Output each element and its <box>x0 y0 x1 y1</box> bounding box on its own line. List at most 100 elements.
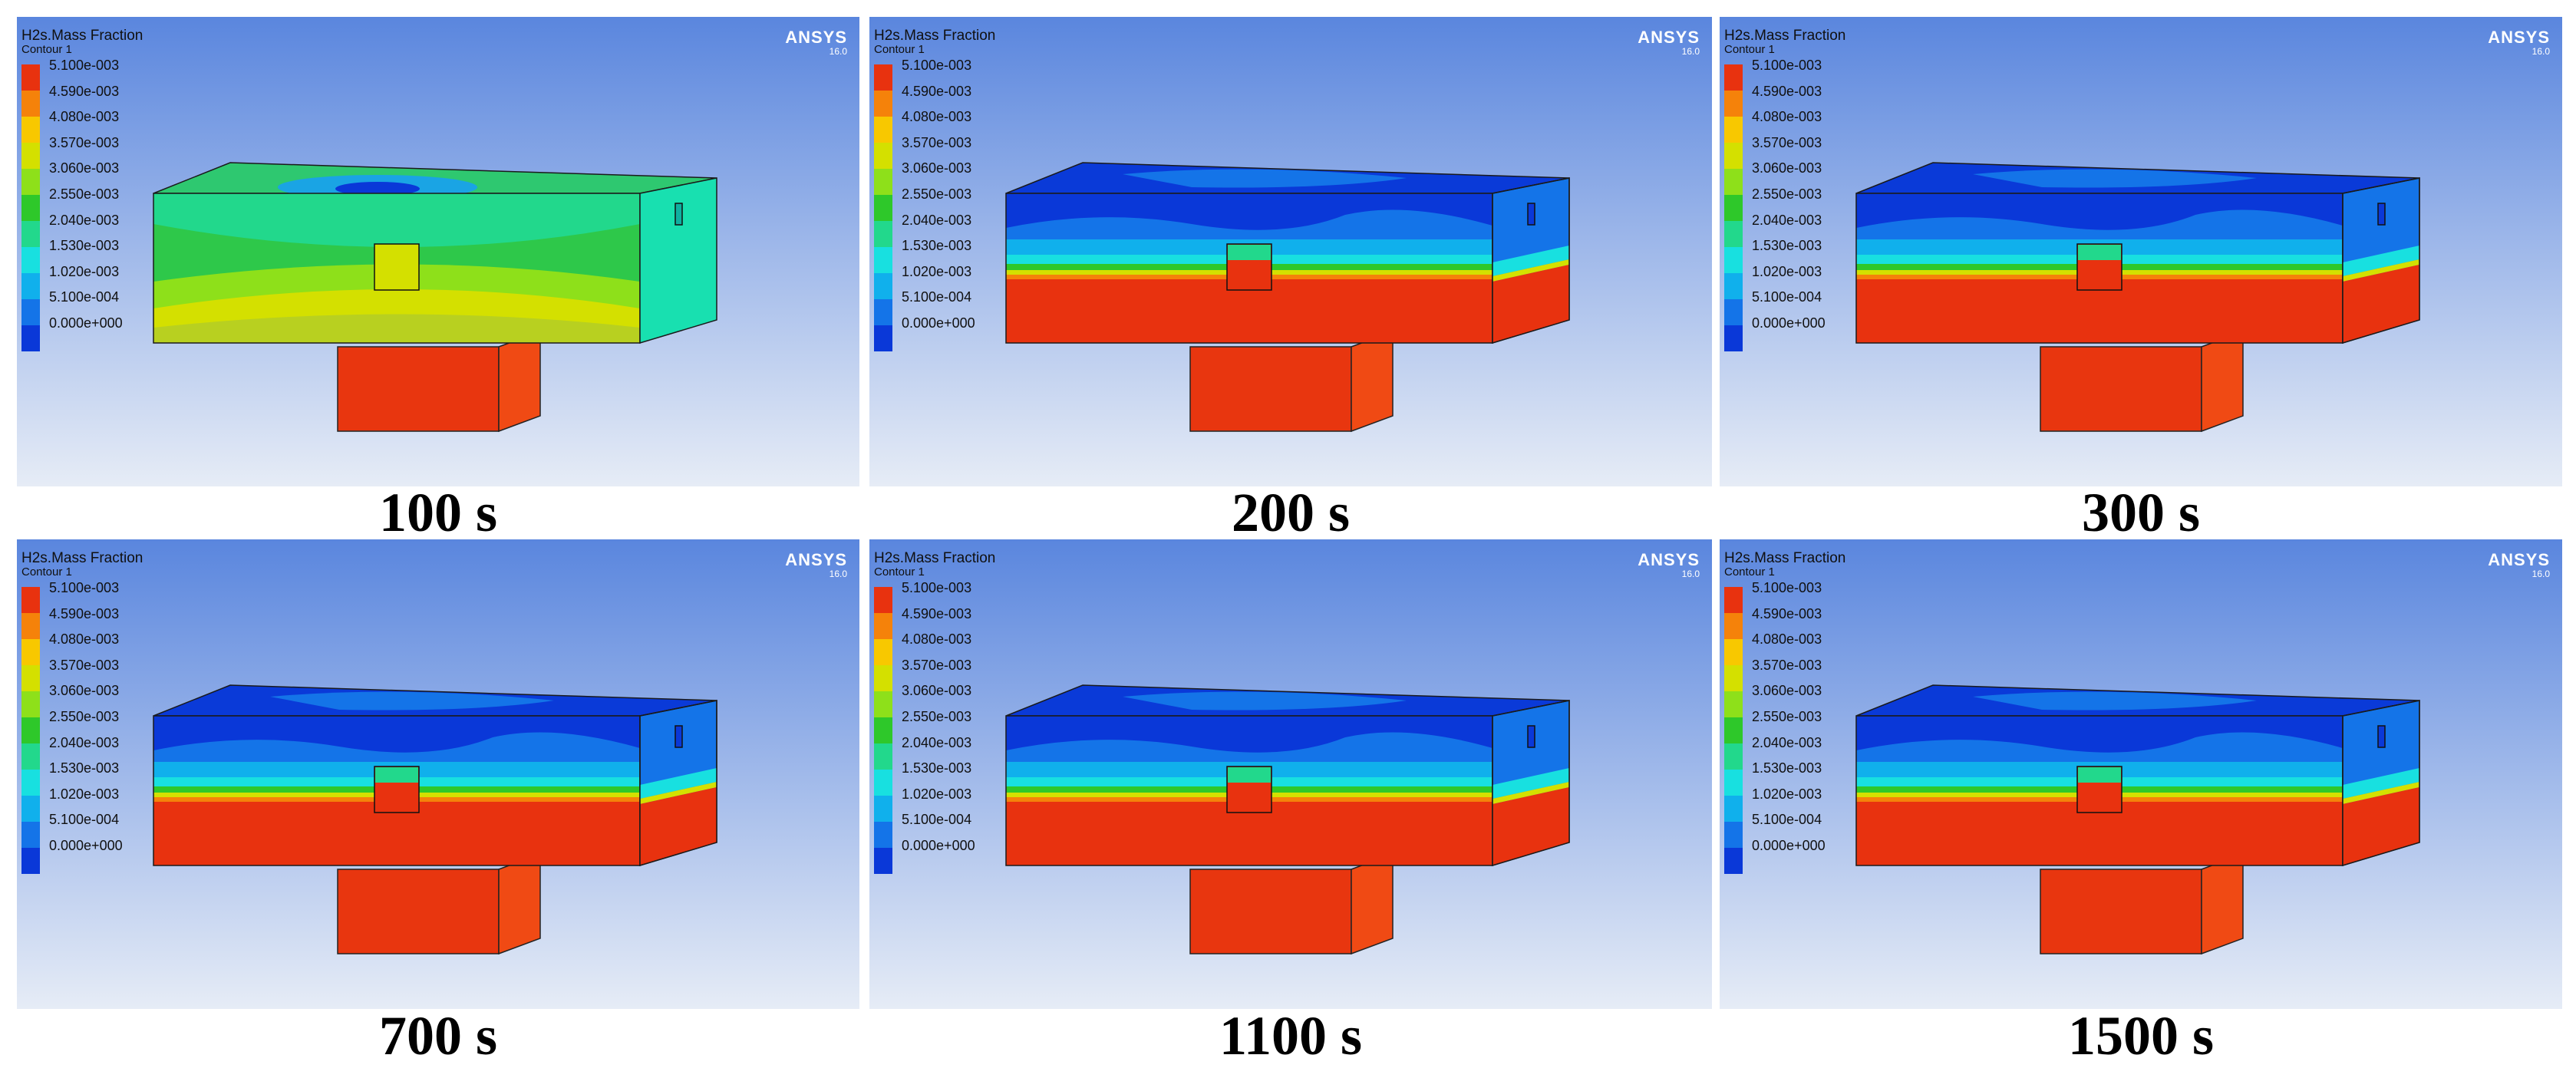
contour-region <box>270 691 554 710</box>
legend-swatch <box>21 273 40 299</box>
legend-swatch <box>874 143 892 169</box>
contour-band <box>640 782 717 804</box>
legend-level-label: 1.020e-003 <box>902 786 972 802</box>
legend-level-label: 2.040e-003 <box>49 212 120 228</box>
inlet-box-side <box>2201 852 2244 955</box>
legend-level-label: 5.100e-003 <box>1752 580 1822 595</box>
legend-swatch <box>874 770 892 796</box>
legend-swatch <box>21 64 40 91</box>
legend-level-label: 3.060e-003 <box>49 160 120 176</box>
contour-panel: H2s.Mass Fraction Contour 1 5.100e-003 4.59… <box>1720 17 2562 486</box>
legend-level-label: 0.000e+000 <box>49 838 123 853</box>
legend-swatch <box>1724 91 1743 117</box>
ansys-logo: ANSYS <box>1638 550 1700 569</box>
legend-level-label: 2.040e-003 <box>1752 734 1822 750</box>
legend-level-label: 2.550e-003 <box>902 709 972 724</box>
legend-swatch <box>1724 848 1743 874</box>
legend-swatch <box>1724 613 1743 639</box>
legend-swatch <box>874 117 892 143</box>
ansys-version: 16.0 <box>829 569 847 579</box>
time-caption: 300 s <box>2081 482 2201 543</box>
legend-level-label: 2.550e-003 <box>1752 186 1822 202</box>
legend-title: H2s.Mass Fraction <box>874 28 996 44</box>
legend-swatch <box>874 587 892 613</box>
inlet-box-side <box>2201 330 2244 433</box>
outlet-vent <box>675 203 683 226</box>
legend-swatch <box>21 91 40 117</box>
legend-level-label: 3.060e-003 <box>1752 683 1822 699</box>
inlet-box-side <box>498 852 541 955</box>
legend-swatch <box>874 299 892 325</box>
legend-swatch <box>21 325 40 351</box>
inlet-box-side <box>498 330 541 433</box>
inlet-opening <box>374 243 420 291</box>
contour-band <box>153 193 640 247</box>
contour-render <box>17 539 859 1009</box>
legend-title: H2s.Mass Fraction <box>874 550 996 566</box>
legend-level-label: 2.040e-003 <box>49 734 120 750</box>
contour-panel: H2s.Mass Fraction Contour 1 5.100e-003 4.59… <box>1720 539 2562 1009</box>
legend-level-label: 4.080e-003 <box>902 109 972 125</box>
legend-level-label: 5.100e-004 <box>1752 289 1822 305</box>
legend-swatch <box>21 195 40 221</box>
contour-render <box>869 539 1712 1009</box>
legend-level-label: 1.020e-003 <box>49 786 120 802</box>
legend-level-label: 3.570e-003 <box>49 134 120 150</box>
legend-title: H2s.Mass Fraction <box>1724 28 1846 44</box>
legend-level-label: 3.570e-003 <box>49 657 120 673</box>
legend-swatch <box>21 848 40 874</box>
legend-swatch <box>21 822 40 848</box>
legend-swatch <box>874 91 892 117</box>
contour-band <box>1492 246 1569 276</box>
legend-subtitle: Contour 1 <box>21 565 72 579</box>
legend-title: H2s.Mass Fraction <box>21 28 143 44</box>
ansys-version: 16.0 <box>1681 46 1700 57</box>
ansys-logo: ANSYS <box>2488 28 2550 47</box>
ansys-logo: ANSYS <box>785 550 847 569</box>
time-caption: 1100 s <box>1219 1005 1363 1066</box>
contour-region <box>1123 169 1407 188</box>
legend-swatch <box>1724 743 1743 770</box>
contour-band <box>1492 265 1569 343</box>
inlet-box-front <box>2040 346 2202 432</box>
legend-swatch <box>874 717 892 743</box>
contour-panel: H2s.Mass Fraction Contour 1 5.100e-003 4.59… <box>17 539 859 1009</box>
legend-swatch <box>21 117 40 143</box>
legend-swatch <box>1724 587 1743 613</box>
ansys-version: 16.0 <box>2531 569 2550 579</box>
legend-swatch <box>1724 325 1743 351</box>
contour-region <box>1123 691 1407 710</box>
legend-level-label: 4.590e-003 <box>1752 83 1822 99</box>
legend-swatch <box>874 247 892 273</box>
contour-band <box>153 314 640 343</box>
legend-level-label: 1.020e-003 <box>1752 786 1822 802</box>
outlet-vent <box>675 725 683 748</box>
legend-level-label: 3.570e-003 <box>902 134 972 150</box>
contour-band <box>2343 787 2419 865</box>
legend-level-label: 5.100e-004 <box>1752 812 1822 828</box>
legend-level-label: 1.530e-003 <box>902 760 972 776</box>
legend-swatch <box>874 639 892 665</box>
time-caption: 700 s <box>378 1005 498 1066</box>
contour-region <box>335 182 420 196</box>
legend-swatch <box>874 169 892 195</box>
inlet-box-front <box>337 869 500 954</box>
contour-band <box>1492 259 1569 282</box>
legend-swatch <box>1724 64 1743 91</box>
legend-swatch <box>1724 770 1743 796</box>
legend-swatch <box>1724 299 1743 325</box>
legend-level-label: 0.000e+000 <box>902 838 975 853</box>
contour-band <box>1856 193 2343 209</box>
contour-band <box>2343 768 2419 799</box>
legend-level-label: 4.080e-003 <box>49 631 120 648</box>
legend-level-label: 5.100e-004 <box>49 289 120 305</box>
contour-band <box>640 787 717 865</box>
legend-level-label: 4.080e-003 <box>902 631 972 648</box>
legend-swatch <box>21 639 40 665</box>
legend-level-label: 1.020e-003 <box>1752 263 1822 279</box>
legend-level-label: 2.550e-003 <box>1752 709 1822 724</box>
legend-swatch <box>21 221 40 247</box>
legend-swatch <box>1724 143 1743 169</box>
legend-level-label: 5.100e-003 <box>49 58 120 73</box>
legend-level-label: 4.590e-003 <box>1752 605 1822 621</box>
